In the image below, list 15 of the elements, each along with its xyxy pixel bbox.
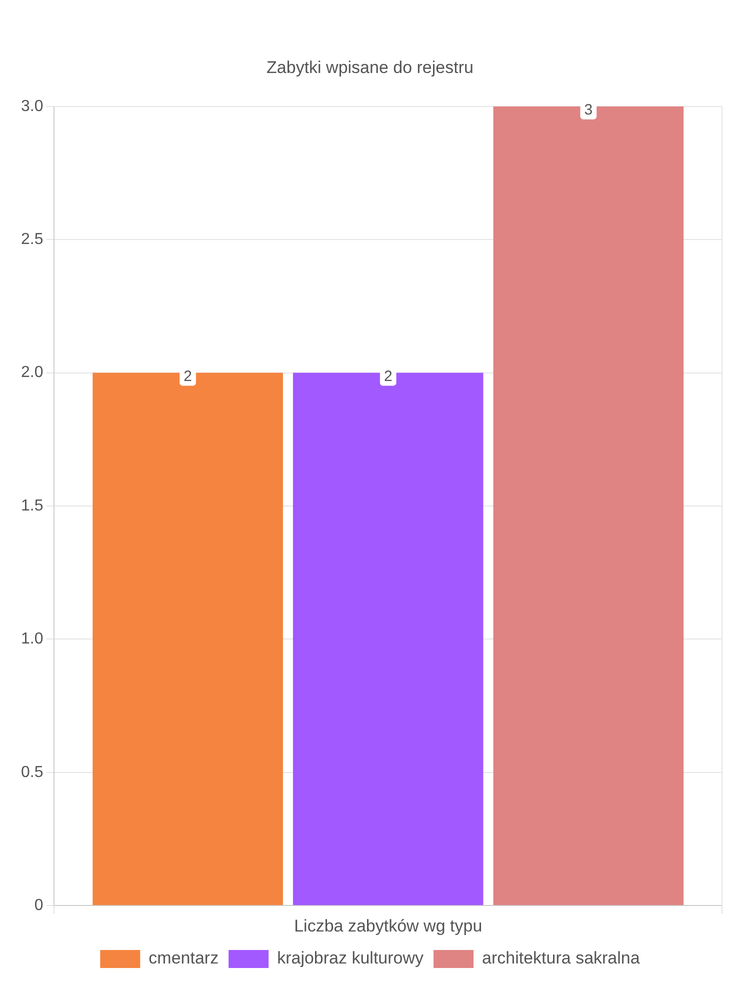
y-tick-label: 2.0 <box>20 364 44 382</box>
y-tick-label: 2.5 <box>20 231 44 248</box>
y-tick-label: 0 <box>34 897 44 914</box>
x-tick-label: Liczba zabytków wg typu <box>294 916 482 936</box>
chart-title: Zabytki wpisane do rejestru <box>266 58 474 77</box>
data-label: 2 <box>184 368 192 385</box>
data-label: 2 <box>384 368 392 385</box>
y-tick-label: 0.5 <box>20 764 44 781</box>
legend-label: architektura sakralna <box>482 948 640 968</box>
legend-label: krajobraz kulturowy <box>277 948 424 968</box>
y-tick-label: 1.0 <box>20 630 44 648</box>
y-tick-label: 1.5 <box>20 497 44 514</box>
legend-label: cmentarz <box>148 948 219 968</box>
y-tick-label: 3.0 <box>20 98 44 115</box>
data-label: 3 <box>584 102 593 119</box>
